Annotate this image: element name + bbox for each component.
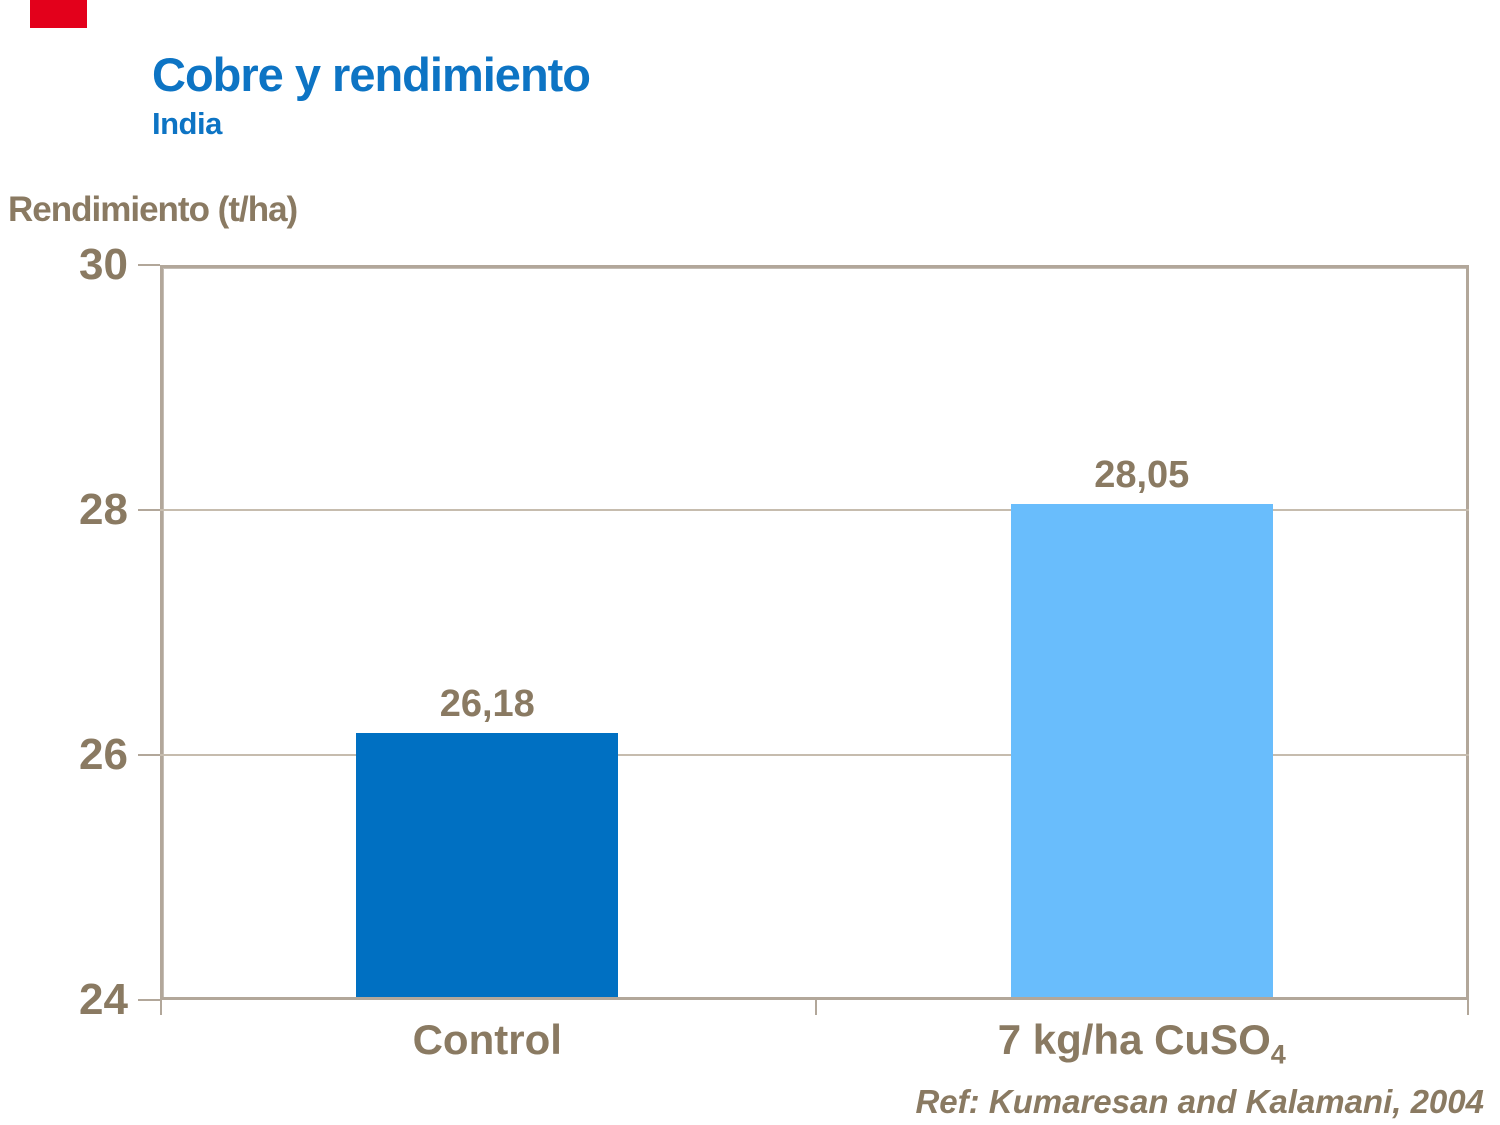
y-axis-title: Rendimiento (t/ha) — [8, 190, 298, 229]
slide-title: Cobre y rendimiento — [152, 48, 591, 101]
y-tick-label-28: 28 — [79, 485, 128, 534]
category-subscript: 4 — [1270, 1039, 1286, 1070]
x-tick-mark-2 — [1467, 999, 1469, 1015]
bar-7-kg-ha-cuso — [1010, 503, 1273, 997]
y-tick-mark-26 — [138, 754, 160, 756]
x-category-label-7-kg-ha-cuso: 7 kg/ha CuSO4 — [997, 1016, 1286, 1070]
y-tick-mark-30 — [138, 264, 160, 266]
y-tick-label-26: 26 — [79, 730, 128, 779]
reference-text: Ref: Kumaresan and Kalamani, 2004 — [915, 1083, 1484, 1120]
y-tick-mark-28 — [138, 509, 160, 511]
value-label-control: 26,18 — [439, 682, 535, 725]
gridline-28 — [160, 509, 1469, 511]
x-category-label-control: Control — [412, 1016, 562, 1063]
gridline-26 — [160, 754, 1469, 756]
slide-subtitle: India — [152, 106, 222, 141]
x-tick-mark-1 — [814, 999, 817, 1015]
bar-control — [356, 732, 619, 997]
y-tick-mark-24 — [138, 999, 160, 1001]
y-tick-label-30: 30 — [79, 240, 128, 289]
value-label-7-kg-ha-cuso: 28,05 — [1094, 453, 1190, 496]
y-tick-label-24: 24 — [79, 975, 128, 1024]
red-accent-bar — [30, 0, 87, 28]
x-tick-mark-0 — [160, 999, 162, 1015]
